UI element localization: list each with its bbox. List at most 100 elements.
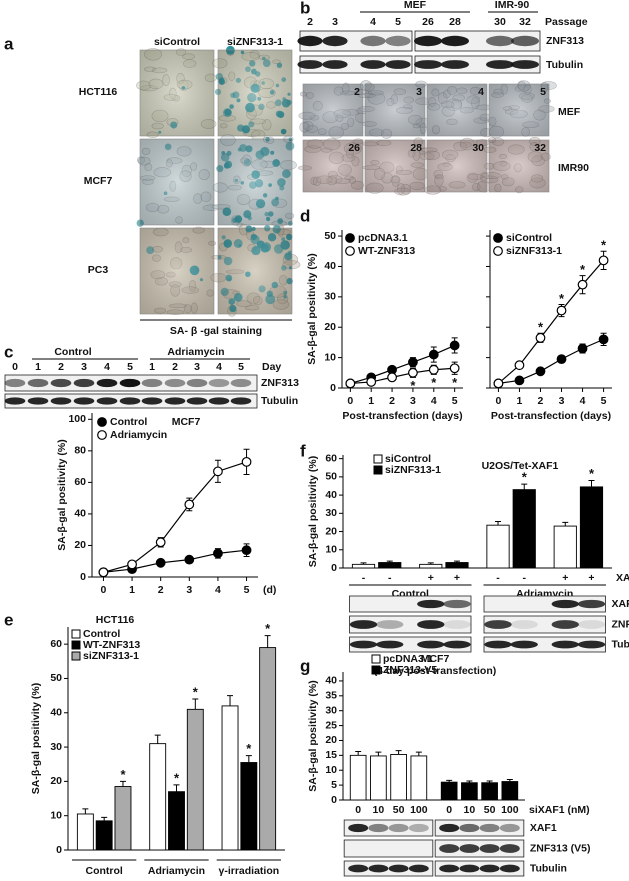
x-tick-label: 100 — [410, 804, 428, 816]
blot-band — [385, 35, 411, 47]
micrograph-shade — [364, 83, 426, 137]
x-tick-label: - — [496, 572, 500, 584]
x-tick-label: 5 — [244, 584, 250, 596]
bar — [349, 754, 367, 801]
y-tick-label: 100 — [68, 413, 86, 425]
bar — [390, 754, 407, 801]
series-line — [350, 367, 455, 385]
blot-band — [230, 397, 252, 405]
blot-band — [360, 35, 386, 47]
x-tick-label: 0 — [347, 395, 353, 407]
y-tick-label: 30 — [325, 704, 337, 716]
bar — [240, 762, 258, 851]
legend-label: Control — [110, 416, 147, 428]
legend-label: WT-ZNF313 — [83, 639, 140, 651]
y-tick-label: 0 — [331, 794, 337, 806]
legend-label: WT-ZNF313 — [358, 245, 415, 257]
point — [127, 559, 137, 570]
x-axis-label: Post-transfection (days) — [342, 410, 462, 422]
blot-band — [417, 599, 445, 609]
point — [428, 364, 439, 375]
legend-marker — [97, 430, 107, 440]
y-tick-label: 5 — [331, 779, 337, 791]
y-tick-label: 10 — [325, 764, 337, 776]
series-line — [103, 549, 247, 573]
micrograph-shade — [488, 139, 550, 193]
x-tick-label: Adriamycin — [148, 865, 205, 877]
bar — [553, 525, 577, 569]
y-tick-label: 50 — [324, 230, 336, 242]
point — [213, 548, 223, 559]
micrograph — [136, 48, 217, 138]
blot-band — [376, 640, 404, 649]
y-axis-label: SA-β-gal positivity (%) — [30, 683, 42, 794]
blot-band — [510, 640, 538, 649]
bar — [419, 563, 443, 569]
blot-band — [417, 620, 445, 629]
y-tick-label: 60 — [50, 638, 62, 650]
passage-number: 4 — [478, 86, 484, 98]
y-axis-label: SA-β-gal positivity (%) — [56, 439, 68, 550]
blot-band — [479, 864, 500, 873]
blot-band — [4, 378, 26, 388]
bar — [221, 705, 239, 851]
x-axis-label: Post-transfection (days) — [491, 410, 611, 422]
blot-band — [348, 864, 369, 873]
x-tick-label: 4 — [431, 395, 437, 407]
chart-title: MCF7 — [421, 653, 450, 665]
y-tick-label: 10 — [324, 351, 336, 363]
blot-band — [96, 397, 118, 405]
significance: * — [589, 466, 595, 481]
y-tick-label: 40 — [74, 508, 86, 520]
y-axis-label: SA-β-gal positivity (%) — [307, 456, 319, 567]
y-tick-label: 80 — [74, 445, 86, 457]
x-tick-label: - — [388, 572, 392, 584]
significance: * — [452, 375, 458, 390]
blot-band — [414, 35, 442, 47]
passage-number: 26 — [348, 142, 360, 154]
y-tick-label: 50 — [325, 471, 337, 483]
y-tick-label: 0 — [80, 571, 86, 583]
row-label: IMR90 — [558, 162, 589, 174]
error-bar — [375, 751, 382, 756]
column-header: siZNF313-1 — [227, 36, 283, 48]
legend-label: siZNF313-1 — [83, 650, 139, 662]
x-tick-label: 1 — [517, 395, 523, 407]
micrograph — [426, 83, 494, 138]
legend-swatch — [371, 654, 381, 664]
blot-label: Tubulin — [261, 395, 298, 407]
significance: * — [174, 770, 180, 785]
y-tick-label: 35 — [325, 690, 337, 702]
group-header: MEF — [404, 0, 427, 11]
x-tick-label: + — [428, 572, 434, 584]
micrograph — [480, 136, 551, 194]
x-tick-label: 1 — [129, 584, 135, 596]
x-tick-label: 10 — [464, 804, 476, 816]
error-bar — [264, 635, 271, 648]
blot-band — [484, 640, 512, 649]
blot-label: ZNF313 — [546, 35, 584, 47]
blot — [349, 615, 472, 634]
blot — [434, 819, 525, 837]
blot — [483, 615, 606, 634]
blot — [343, 839, 434, 858]
y-tick-label: 30 — [50, 741, 62, 753]
legend-label: ZNF313-V5 — [383, 664, 437, 676]
bar — [481, 782, 498, 801]
y-tick-label: 0 — [56, 844, 62, 856]
point — [366, 377, 377, 387]
point — [428, 349, 439, 360]
panel-letter: e — [4, 610, 13, 629]
point — [598, 334, 609, 345]
blot-band — [414, 60, 442, 69]
blot-band — [551, 599, 579, 609]
y-tick-label: 50 — [50, 672, 62, 684]
point — [345, 378, 356, 389]
x-tick-label: 3 — [559, 395, 565, 407]
blot-band — [73, 397, 95, 405]
y-tick-label: 20 — [74, 539, 86, 551]
point — [598, 255, 609, 266]
blot-label: Tubulin — [546, 59, 583, 71]
passage-number: 3 — [332, 16, 338, 28]
caption: SA- β -gal staining — [170, 325, 262, 337]
